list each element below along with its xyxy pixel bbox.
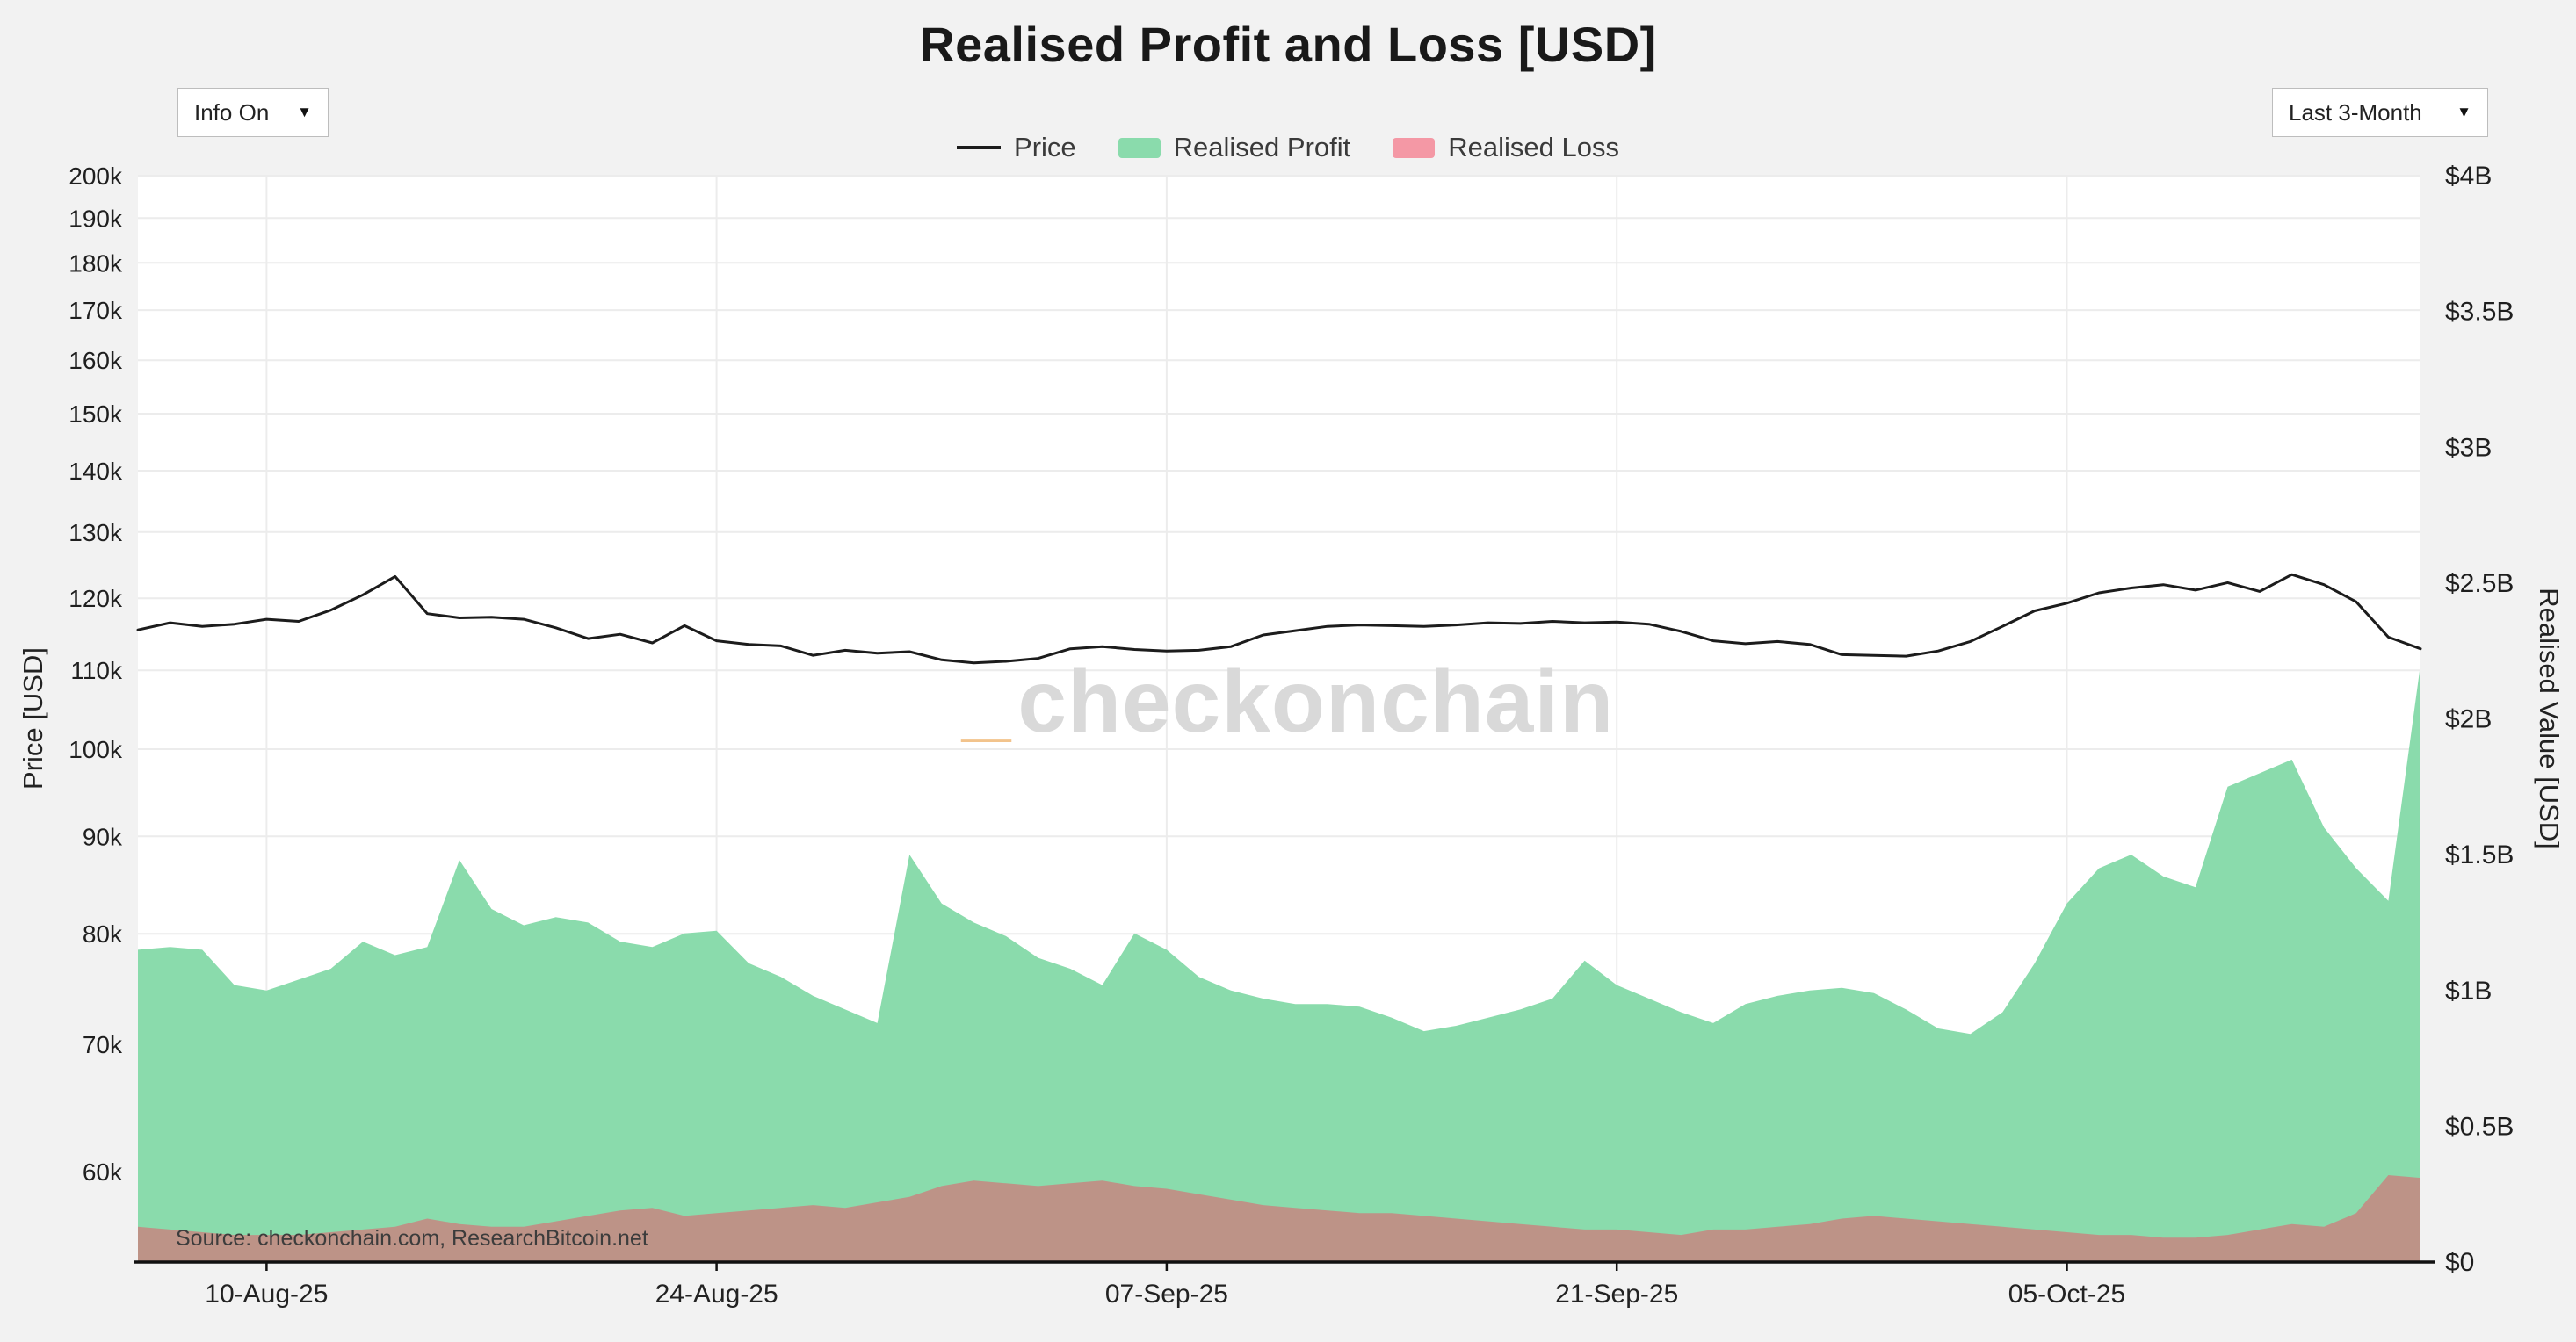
source-note: Source: checkonchain.com, ResearchBitcoi… <box>176 1226 648 1251</box>
realised-loss-swatch <box>1393 137 1436 158</box>
svg-text:24-Aug-25: 24-Aug-25 <box>655 1280 778 1309</box>
svg-text:21-Sep-25: 21-Sep-25 <box>1555 1280 1678 1309</box>
svg-text:$1B: $1B <box>2445 977 2492 1006</box>
svg-text:170k: 170k <box>69 297 123 324</box>
svg-text:90k: 90k <box>83 823 123 850</box>
chevron-down-icon: ▼ <box>2457 104 2471 120</box>
legend-label-realised-loss: Realised Loss <box>1448 132 1619 162</box>
svg-text:$3B: $3B <box>2445 433 2492 462</box>
legend-item-realised-profit[interactable]: Realised Profit <box>1118 132 1351 163</box>
info-dropdown-label: Info On <box>194 98 270 126</box>
svg-text:$3.5B: $3.5B <box>2445 298 2514 327</box>
svg-text:180k: 180k <box>69 249 123 277</box>
svg-text:200k: 200k <box>69 162 123 190</box>
date-range-dropdown[interactable]: Last 3-Month ▼ <box>2272 88 2488 137</box>
svg-text:160k: 160k <box>69 347 123 374</box>
svg-text:10-Aug-25: 10-Aug-25 <box>205 1280 328 1309</box>
svg-text:$0.5B: $0.5B <box>2445 1112 2514 1141</box>
svg-text:70k: 70k <box>83 1031 123 1058</box>
svg-text:120k: 120k <box>69 585 123 612</box>
svg-text:60k: 60k <box>83 1158 123 1186</box>
price-line-swatch <box>957 146 1002 149</box>
legend-label-realised-profit: Realised Profit <box>1173 132 1351 162</box>
svg-text:110k: 110k <box>70 657 123 684</box>
realised-profit-swatch <box>1118 137 1161 158</box>
svg-text:80k: 80k <box>83 920 123 948</box>
svg-text:190k: 190k <box>69 205 123 232</box>
svg-text:100k: 100k <box>69 736 123 763</box>
svg-text:$2.5B: $2.5B <box>2445 569 2514 598</box>
legend-label-price: Price <box>1014 132 1076 162</box>
legend-item-realised-loss[interactable]: Realised Loss <box>1393 132 1619 163</box>
page-title: Realised Profit and Loss [USD] <box>919 17 1657 72</box>
date-range-dropdown-label: Last 3-Month <box>2289 98 2422 126</box>
svg-text:140k: 140k <box>69 458 123 485</box>
svg-text:$1.5B: $1.5B <box>2445 841 2514 869</box>
legend: Price Realised Profit Realised Loss <box>0 132 2576 163</box>
svg-text:$2B: $2B <box>2445 705 2492 734</box>
svg-text:05-Oct-25: 05-Oct-25 <box>2008 1280 2125 1309</box>
legend-item-price[interactable]: Price <box>957 132 1076 163</box>
svg-text:$0: $0 <box>2445 1248 2474 1277</box>
chevron-down-icon: ▼ <box>297 104 312 120</box>
svg-text:150k: 150k <box>69 400 123 428</box>
svg-text:$4B: $4B <box>2445 162 2492 191</box>
info-dropdown[interactable]: Info On ▼ <box>177 88 329 137</box>
svg-text:130k: 130k <box>69 519 123 546</box>
svg-text:07-Sep-25: 07-Sep-25 <box>1105 1280 1228 1309</box>
